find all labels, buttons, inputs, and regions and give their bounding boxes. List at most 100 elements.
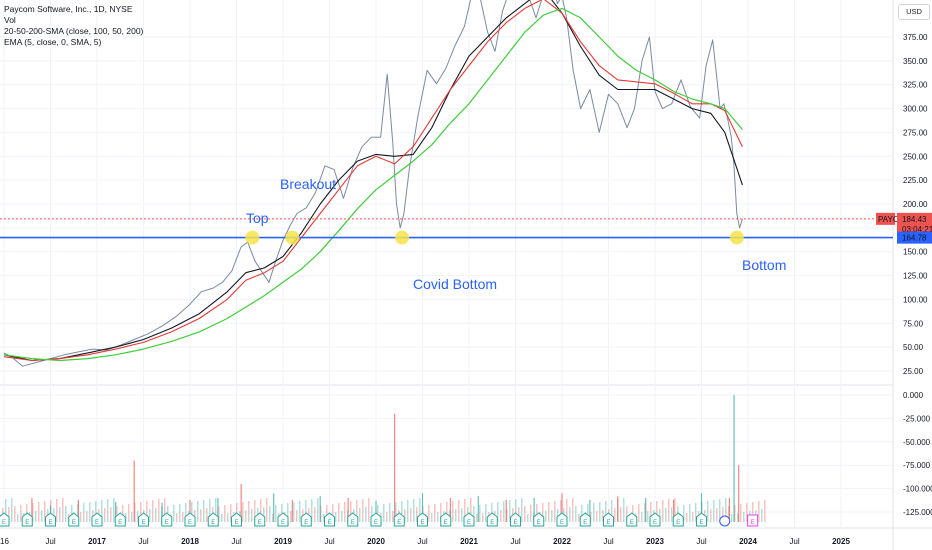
earnings-marker[interactable] xyxy=(696,512,707,527)
volume-texture-bar xyxy=(14,506,16,522)
volume-texture-bar xyxy=(152,500,154,522)
future-earnings-glyph: E xyxy=(751,520,755,526)
volume-texture-bar xyxy=(530,505,532,522)
earnings-marker[interactable] xyxy=(393,512,405,527)
volume-texture-bar xyxy=(458,500,460,522)
earnings-marker[interactable] xyxy=(556,512,568,527)
series-line-sma-200[interactable] xyxy=(3,7,743,362)
earnings-marker[interactable] xyxy=(324,512,335,527)
volume-texture-bar xyxy=(461,508,463,522)
earnings-marker[interactable] xyxy=(21,512,33,527)
earnings-marker[interactable] xyxy=(579,512,591,527)
earnings-marker[interactable] xyxy=(45,512,56,527)
series-line-sma-100[interactable] xyxy=(3,0,743,362)
legend-title[interactable]: Paycom Software, Inc., 1D, NYSE xyxy=(4,4,133,14)
earnings-marker-glyph: E xyxy=(676,520,680,526)
earnings-marker[interactable] xyxy=(277,512,289,527)
volume-texture-bar xyxy=(8,507,10,522)
series-line-sma-50[interactable] xyxy=(3,0,743,362)
earnings-marker[interactable] xyxy=(0,512,10,527)
earnings-marker[interactable] xyxy=(440,512,452,527)
price-axis: 375.00 350.00 325.00 300.00 275.00 250.00 225.… xyxy=(903,33,932,517)
earnings-marker[interactable] xyxy=(486,512,498,527)
highlight-marker[interactable] xyxy=(395,230,410,245)
earnings-marker-glyph: E xyxy=(397,520,401,526)
volume-texture-bar xyxy=(83,503,85,522)
volume-texture-bar xyxy=(611,500,613,522)
earnings-marker[interactable] xyxy=(603,512,614,527)
volume-spike xyxy=(347,497,349,522)
earnings-marker-glyph: E xyxy=(188,520,192,526)
volume-texture-bar xyxy=(623,498,625,522)
earnings-marker[interactable] xyxy=(626,512,638,527)
earnings-marker[interactable] xyxy=(184,512,196,527)
earnings-marker[interactable] xyxy=(417,512,428,527)
volume-texture-bar xyxy=(317,498,319,522)
earnings-marker-glyph: E xyxy=(351,520,355,526)
volume-texture-bar xyxy=(314,507,316,522)
earnings-marker[interactable] xyxy=(254,512,266,527)
volume-spike xyxy=(115,501,117,522)
volume-texture-bar xyxy=(722,507,724,522)
volume-texture-bar xyxy=(473,506,475,522)
annotation-breakout[interactable]: Breakout xyxy=(280,176,337,192)
earnings-marker[interactable] xyxy=(91,512,103,527)
volume-texture-bar xyxy=(578,514,580,522)
annotation-bottom[interactable]: Bottom xyxy=(742,257,787,273)
annotation-covid-bottom[interactable]: Covid Bottom xyxy=(413,276,498,292)
legend-ema[interactable]: EMA (5, close, 0, SMA, 5) xyxy=(4,37,102,47)
volume-texture-bar xyxy=(227,513,229,522)
series-line-price[interactable] xyxy=(3,0,743,367)
legend-sma[interactable]: 20-50-200-SMA (close, 100, 50, 200) xyxy=(4,26,144,36)
time-tick-label: Jul xyxy=(324,537,334,546)
volume-texture-bar xyxy=(122,505,124,522)
earnings-marker[interactable] xyxy=(533,512,545,527)
earnings-marker[interactable] xyxy=(161,512,173,527)
volume-texture-bar xyxy=(713,500,715,522)
price-tick-label: 275.00 xyxy=(903,128,928,137)
earnings-marker[interactable] xyxy=(463,512,475,527)
level-tag-bg xyxy=(897,231,932,244)
legend-vol[interactable]: Vol xyxy=(4,15,16,25)
volume-texture-bar xyxy=(596,511,598,522)
earnings-marker[interactable] xyxy=(231,512,242,527)
volume-texture-bar xyxy=(293,502,295,522)
earnings-marker-glyph: E xyxy=(444,520,448,526)
earnings-marker[interactable] xyxy=(672,512,684,527)
volume-spike xyxy=(477,496,479,522)
ticker-tag-bg xyxy=(876,212,895,225)
volume-texture-bar xyxy=(386,512,388,522)
volume-spike xyxy=(673,499,675,522)
earnings-marker[interactable] xyxy=(68,512,80,527)
earnings-marker[interactable] xyxy=(207,512,219,527)
earnings-marker[interactable] xyxy=(649,512,661,527)
volume-texture-bar xyxy=(338,503,340,522)
highlight-marker[interactable] xyxy=(245,230,260,245)
annotation-top[interactable]: Top xyxy=(246,210,269,226)
currency-button[interactable]: USD xyxy=(898,4,930,20)
future-earnings-marker[interactable] xyxy=(747,514,759,527)
time-tick-label: 2019 xyxy=(274,537,292,546)
highlight-marker[interactable] xyxy=(729,230,744,245)
earnings-marker-glyph: E xyxy=(467,520,471,526)
series-lines xyxy=(3,0,743,367)
volume-texture-bar xyxy=(497,502,499,522)
earnings-marker[interactable] xyxy=(510,512,521,527)
earnings-marker[interactable] xyxy=(300,512,312,527)
earnings-marker[interactable] xyxy=(347,512,359,527)
earnings-marker-glyph: E xyxy=(72,520,76,526)
volume-texture-bar xyxy=(668,499,670,522)
volume-texture-bar xyxy=(554,501,556,522)
highlight-marker[interactable] xyxy=(285,230,300,245)
earnings-marker[interactable] xyxy=(114,512,126,527)
earnings-marker[interactable] xyxy=(370,512,382,527)
earnings-marker-glyph: E xyxy=(211,520,215,526)
volume-texture-bar xyxy=(77,504,79,522)
volume-texture-bar xyxy=(203,500,205,522)
earnings-marker-glyph: E xyxy=(606,520,610,526)
volume-texture-bar xyxy=(566,499,568,522)
earnings-marker[interactable] xyxy=(138,512,149,527)
volume-spike xyxy=(394,413,396,522)
